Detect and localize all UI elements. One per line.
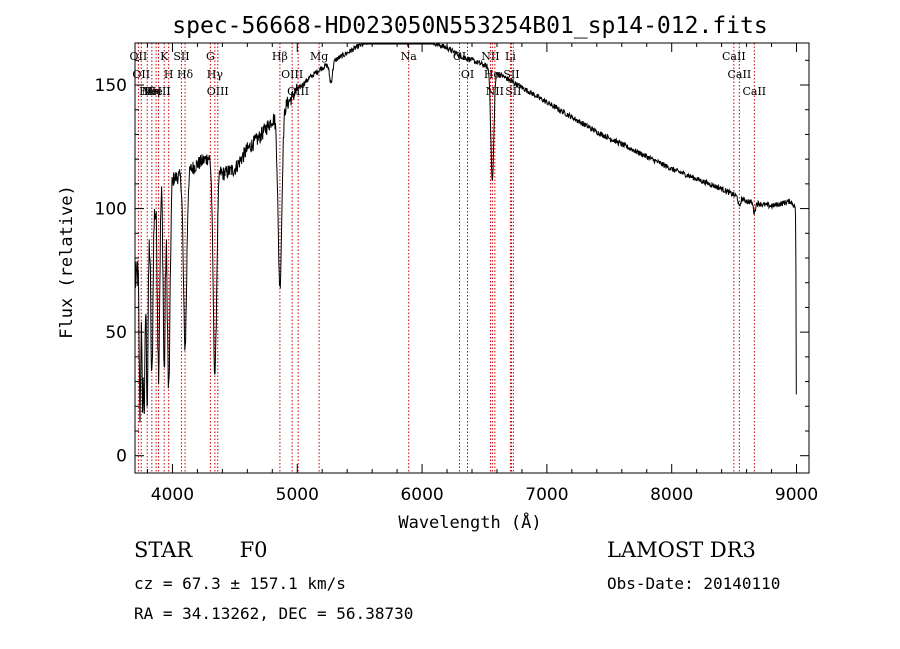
y-axis-label: Flux (relative) — [57, 185, 77, 339]
coordinates: RA = 34.13262, DEC = 56.38730 — [134, 604, 414, 623]
redshift-cz: cz = 67.3 ± 157.1 km/s — [134, 574, 346, 593]
line-marker-label-14: OIII — [281, 68, 303, 81]
line-marker-label-4: NeIII — [142, 85, 171, 98]
line-marker-label-10: G — [206, 50, 215, 63]
line-marker-label-13: Hβ — [272, 50, 288, 63]
line-marker-label-19: OI — [461, 68, 474, 81]
line-marker-label-20: NII — [481, 50, 499, 63]
line-marker-label-12: OIII — [207, 85, 229, 98]
line-marker-label-9: Hδ — [177, 68, 194, 81]
line-marker-label-5: He I — [147, 85, 171, 98]
x-tick-label-4: 8000 — [650, 485, 693, 505]
survey-name: LAMOST DR3 — [607, 538, 756, 562]
object-type: STAR — [134, 538, 193, 562]
line-marker-label-3: Hη — [144, 85, 160, 98]
x-tick-label-5: 9000 — [775, 485, 818, 505]
x-tick-label-3: 7000 — [525, 485, 568, 505]
line-marker-label-28: CaII — [742, 85, 766, 98]
line-marker-label-0: OII — [130, 50, 148, 63]
x-axis-label: Wavelength (Å) — [398, 511, 541, 533]
line-markers — [137, 43, 755, 473]
line-marker-label-2: Hθ — [139, 85, 156, 98]
chart-title: spec-56668-HD023050N553254B01_sp14-012.f… — [172, 13, 767, 39]
object-subclass: F0 — [239, 538, 268, 562]
x-tick-label-1: 5000 — [276, 485, 319, 505]
plot-frame — [134, 42, 810, 474]
y-tick-label-1: 50 — [105, 323, 127, 343]
line-marker-label-15: OIII — [287, 85, 309, 98]
y-tick-label-2: 100 — [95, 200, 127, 220]
line-marker-label-17: Na — [401, 50, 418, 63]
line-marker-label-11: Hγ — [207, 68, 224, 81]
line-marker-label-1: OII — [132, 68, 150, 81]
line-marker-label-25: SII — [505, 85, 521, 98]
y-tick-label-0: 0 — [116, 447, 127, 467]
line-marker-label-6: K — [160, 50, 169, 63]
line-marker-label-26: CaII — [722, 50, 746, 63]
line-marker-label-23: Li — [505, 50, 516, 63]
object-class: STAR F0 — [134, 538, 268, 562]
line-marker-label-27: CaII — [728, 68, 752, 81]
obs-date: Obs-Date: 20140110 — [607, 574, 781, 593]
x-tick-label-2: 6000 — [400, 485, 443, 505]
y-tick-label-3: 150 — [95, 76, 127, 96]
line-marker-label-16: Mg — [310, 50, 328, 63]
line-marker-label-7: H — [164, 68, 174, 81]
line-marker-label-8: SII — [173, 50, 189, 63]
axes: 4000 5000 6000 7000 8000 9000 0 50 100 150 — [95, 43, 818, 505]
x-tick-label-0: 4000 — [151, 485, 194, 505]
spectrum-line — [134, 42, 797, 423]
